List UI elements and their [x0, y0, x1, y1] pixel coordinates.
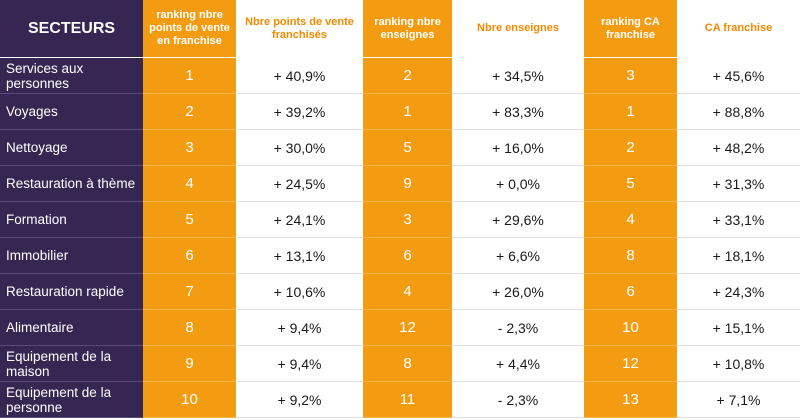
row-points: + 24,5% [236, 166, 363, 202]
row-rank-enseignes: 3 [363, 202, 452, 238]
row-points: + 30,0% [236, 130, 363, 166]
row-rank-ca: 6 [584, 274, 677, 310]
row-ca: + 24,3% [677, 274, 800, 310]
row-rank-points: 2 [143, 94, 236, 130]
row-points: + 9,4% [236, 310, 363, 346]
row-sector: Immobilier [0, 238, 143, 274]
header-enseignes: Nbre enseignes [452, 0, 584, 58]
row-points: + 10,6% [236, 274, 363, 310]
row-enseignes: + 0,0% [452, 166, 584, 202]
row-ca: + 15,1% [677, 310, 800, 346]
row-enseignes: + 83,3% [452, 94, 584, 130]
row-enseignes: + 29,6% [452, 202, 584, 238]
header-rank-points: ranking nbre points de vente en franchis… [143, 0, 236, 58]
row-points: + 24,1% [236, 202, 363, 238]
row-rank-enseignes: 12 [363, 310, 452, 346]
row-sector: Alimentaire [0, 310, 143, 346]
row-rank-points: 1 [143, 58, 236, 94]
row-ca: + 45,6% [677, 58, 800, 94]
row-rank-ca: 2 [584, 130, 677, 166]
row-rank-points: 7 [143, 274, 236, 310]
row-sector: Voyages [0, 94, 143, 130]
row-rank-ca: 5 [584, 166, 677, 202]
row-rank-ca: 13 [584, 382, 677, 418]
row-rank-enseignes: 8 [363, 346, 452, 382]
row-rank-enseignes: 11 [363, 382, 452, 418]
row-points: + 40,9% [236, 58, 363, 94]
row-rank-points: 6 [143, 238, 236, 274]
row-ca: + 48,2% [677, 130, 800, 166]
header-rank-ca: ranking CA franchise [584, 0, 677, 58]
row-rank-points: 4 [143, 166, 236, 202]
row-sector: Formation [0, 202, 143, 238]
row-rank-ca: 3 [584, 58, 677, 94]
row-enseignes: + 34,5% [452, 58, 584, 94]
row-rank-points: 10 [143, 382, 236, 418]
row-sector: Equipement de la personne [0, 382, 143, 418]
row-sector: Nettoyage [0, 130, 143, 166]
row-rank-enseignes: 5 [363, 130, 452, 166]
row-rank-ca: 8 [584, 238, 677, 274]
row-ca: + 18,1% [677, 238, 800, 274]
row-rank-ca: 10 [584, 310, 677, 346]
row-enseignes: - 2,3% [452, 310, 584, 346]
row-sector: Restauration rapide [0, 274, 143, 310]
header-ca: CA franchise [677, 0, 800, 58]
row-ca: + 31,3% [677, 166, 800, 202]
row-points: + 13,1% [236, 238, 363, 274]
row-ca: + 7,1% [677, 382, 800, 418]
row-rank-points: 5 [143, 202, 236, 238]
row-rank-points: 8 [143, 310, 236, 346]
row-rank-points: 3 [143, 130, 236, 166]
row-enseignes: + 6,6% [452, 238, 584, 274]
row-sector: Equipement de la maison [0, 346, 143, 382]
row-sector: Restauration à thème [0, 166, 143, 202]
header-points: Nbre points de vente franchisés [236, 0, 363, 58]
row-enseignes: + 26,0% [452, 274, 584, 310]
row-rank-ca: 12 [584, 346, 677, 382]
row-rank-enseignes: 2 [363, 58, 452, 94]
row-enseignes: - 2,3% [452, 382, 584, 418]
row-points: + 39,2% [236, 94, 363, 130]
row-rank-enseignes: 4 [363, 274, 452, 310]
row-rank-ca: 4 [584, 202, 677, 238]
row-enseignes: + 16,0% [452, 130, 584, 166]
header-secteurs: SECTEURS [0, 0, 143, 58]
row-rank-points: 9 [143, 346, 236, 382]
row-rank-enseignes: 1 [363, 94, 452, 130]
header-rank-enseignes: ranking nbre enseignes [363, 0, 452, 58]
row-points: + 9,2% [236, 382, 363, 418]
row-enseignes: + 4,4% [452, 346, 584, 382]
row-rank-ca: 1 [584, 94, 677, 130]
row-rank-enseignes: 6 [363, 238, 452, 274]
row-ca: + 88,8% [677, 94, 800, 130]
row-rank-enseignes: 9 [363, 166, 452, 202]
row-sector: Services aux personnes [0, 58, 143, 94]
row-points: + 9,4% [236, 346, 363, 382]
row-ca: + 33,1% [677, 202, 800, 238]
row-ca: + 10,8% [677, 346, 800, 382]
